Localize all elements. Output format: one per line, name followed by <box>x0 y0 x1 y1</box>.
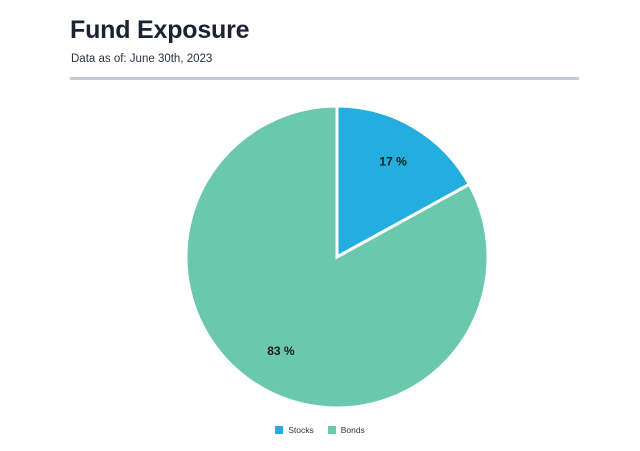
pie-label-bonds: 83 % <box>267 344 295 358</box>
chart-legend: Stocks Bonds <box>0 425 640 435</box>
page-subtitle: Data as of: June 30th, 2023 <box>71 53 213 65</box>
page-title: Fund Exposure <box>70 16 250 44</box>
legend-swatch-bonds <box>327 426 336 434</box>
pie-slice-stocks[interactable] <box>335 104 472 260</box>
pie-label-stocks: 17 % <box>379 154 407 168</box>
pie-slice-bonds[interactable] <box>184 104 490 410</box>
legend-label-bonds: Bonds <box>340 425 365 435</box>
legend-label-stocks: Stocks <box>288 425 314 435</box>
legend-item-bonds[interactable]: Bonds <box>327 425 365 435</box>
legend-item-stocks[interactable]: Stocks <box>275 425 314 435</box>
legend-swatch-stocks <box>275 426 284 434</box>
header-divider <box>70 77 579 80</box>
